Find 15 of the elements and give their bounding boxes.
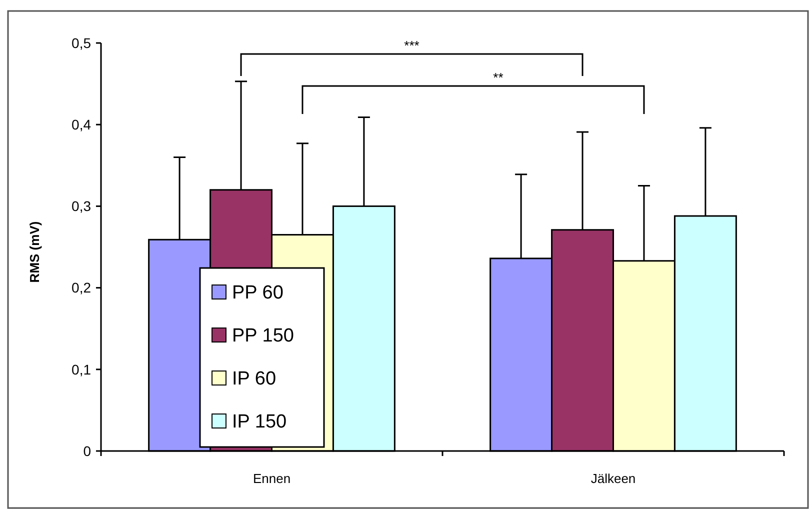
y-tick-label: 0,5 (72, 34, 92, 51)
y-tick-label: 0 (83, 442, 92, 459)
y-tick-label: 0,1 (72, 361, 92, 378)
y-tick-label: 0,4 (72, 116, 92, 132)
x-tick-label: Ennen (252, 471, 291, 486)
legend-label: IP 150 (232, 412, 287, 433)
legend-label: IP 60 (232, 368, 276, 390)
legend-label: PP 60 (232, 282, 284, 304)
y-tick-label: 0,3 (72, 198, 92, 214)
annotation: ** (493, 70, 504, 85)
annotation: *** (404, 38, 420, 53)
x-tick-label: Jälkeen (590, 471, 636, 486)
y-tick-label: 0,2 (72, 280, 92, 296)
legend-label: PP 150 (232, 326, 294, 347)
y-axis-title: RMS (mV) (27, 221, 42, 283)
